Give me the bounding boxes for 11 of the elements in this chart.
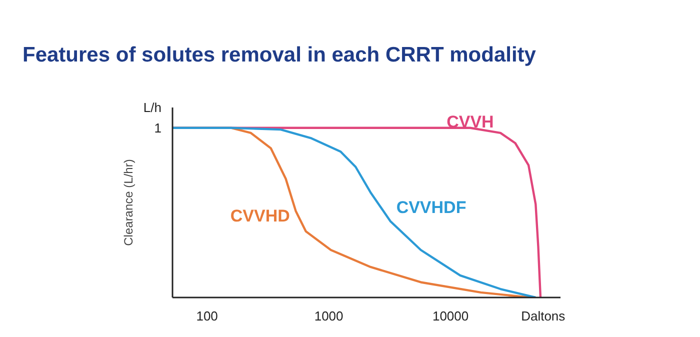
series-label: CVVH — [446, 112, 494, 132]
x-tick-label: 100 — [196, 308, 218, 324]
text: 1 — [154, 120, 162, 136]
x-tick-label: 10000 — [432, 308, 469, 324]
chart-title: Features of solutes removal in each CRRT modality — [22, 44, 536, 66]
series-label: CVVHD — [230, 206, 290, 226]
x-axis-title: Daltons — [521, 308, 566, 324]
series-label: CVVHDF — [396, 198, 466, 218]
text: L/h — [143, 100, 162, 115]
y-axis-title: Clearance (L/hr) — [121, 159, 136, 246]
x-tick-label: 1000 — [314, 308, 344, 324]
